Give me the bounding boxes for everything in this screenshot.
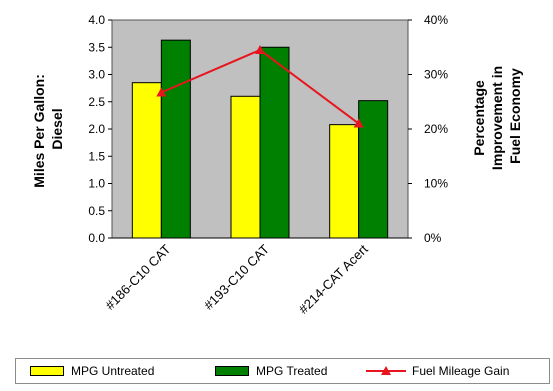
line-series-group [156,44,364,128]
y2-axis-label-line3: Fuel Economy [507,68,523,164]
y2-axis-label-line1: Percentage [471,80,487,156]
y2-axis-ticks: 0% 10% 20% 30% 40% [408,13,448,245]
y-axis-ticks: 0.0 0.5 1.0 1.5 2.0 2.5 3.0 3.5 4.0 [88,13,112,245]
legend-swatch-gain [366,366,406,376]
bar-mpg-treated-2 [358,100,389,239]
legend-item-treated: MPG Treated [215,359,327,383]
line-point-marker [156,87,167,97]
y2-tick-label: 20% [424,122,448,136]
y2-tick-label: 10% [424,177,448,191]
line-point-marker [353,118,364,128]
legend-item-untreated: MPG Untreated [30,359,154,383]
y-axis-label: Miles Per Gallon: Diesel [31,70,65,187]
legend-swatch-untreated [30,366,64,376]
y-tick-label: 3.5 [88,40,105,54]
y-tick-label: 2.5 [88,95,105,109]
y-tick-label: 0.5 [88,204,105,218]
y-tick-label: 4.0 [88,13,105,27]
x-tick-label: #193-C10 CAT [201,241,272,312]
legend: MPG Untreated MPG Treated Fuel Mileage G… [15,358,550,384]
legend-swatch-treated [215,366,249,376]
x-tick-label: #214-CAT Acert [296,241,371,316]
y2-axis-label: Percentage Improvement in Fuel Economy [471,62,523,170]
line-point-marker [255,44,265,54]
y2-tick-label: 0% [424,231,442,245]
legend-label-gain: Fuel Mileage Gain [412,364,510,378]
y2-tick-label: 40% [424,13,448,27]
legend-label-treated: MPG Treated [256,364,328,378]
y-tick-label: 3.0 [88,68,105,82]
triangle-marker-icon [381,366,391,375]
bar-mpg-treated-0 [160,39,191,239]
y-axis-label-line1: Miles Per Gallon: [31,74,47,188]
y-axis-label-line2: Diesel [49,108,65,149]
x-tick-label: #186-C10 CAT [102,241,173,312]
bar-mpg-untreated-2 [329,124,360,239]
legend-item-gain: Fuel Mileage Gain [366,359,509,383]
legend-label-untreated: MPG Untreated [71,364,155,378]
bar-mpg-treated-1 [259,46,290,239]
y-tick-label: 1.5 [88,149,105,163]
x-axis-labels: #186-C10 CAT #193-C10 CAT #214-CAT Acert [102,241,371,316]
y2-tick-label: 30% [424,68,448,82]
y2-axis-label-line2: Improvement in [489,66,505,170]
bar-mpg-untreated-1 [230,95,261,239]
chart: 0.0 0.5 1.0 1.5 2.0 2.5 3.0 3.5 4.0 0% 10% 20% 30% 4… [31,13,523,317]
y-tick-label: 0.0 [88,231,105,245]
y-tick-label: 2.0 [88,122,105,136]
y-tick-label: 1.0 [88,177,105,191]
bars-group [131,39,389,239]
bar-mpg-untreated-0 [131,82,162,239]
